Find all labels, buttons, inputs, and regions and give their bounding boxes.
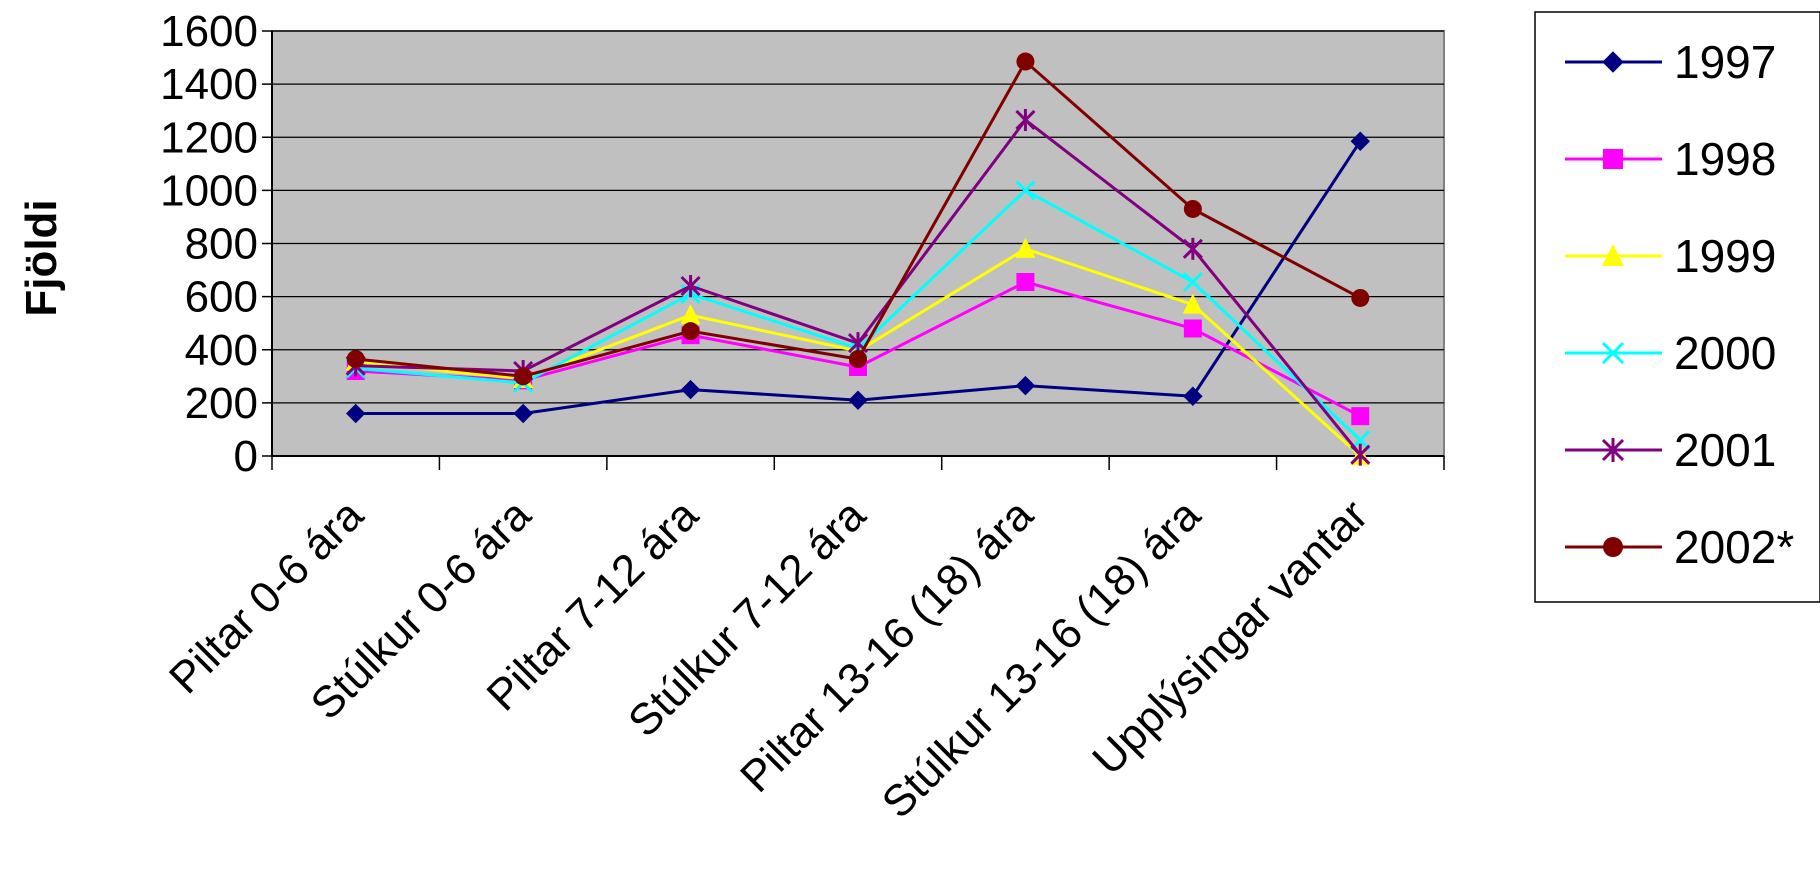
data-point: [1603, 149, 1623, 169]
y-axis-title: Fjöldi: [17, 199, 66, 316]
legend-label: 2000: [1674, 327, 1776, 379]
data-point: [1602, 51, 1624, 73]
data-point: [1350, 131, 1370, 151]
legend-label: 2001: [1674, 424, 1776, 476]
data-point: [346, 350, 365, 369]
data-point: [1015, 237, 1036, 258]
y-tick-label: 1000: [160, 166, 258, 215]
y-tick-label: 1400: [160, 60, 258, 109]
data-point: [1602, 244, 1624, 266]
data-point: [680, 304, 701, 325]
data-point: [1603, 537, 1623, 557]
legend-entry: 2002*: [1565, 521, 1794, 573]
x-category-label: Piltar 13-16 (18) ára: [731, 490, 1043, 802]
data-point: [1182, 271, 1203, 293]
data-point: [1016, 273, 1035, 292]
data-point: [1601, 341, 1625, 365]
series-2002: [346, 52, 1370, 386]
legend-entry: 2001: [1565, 424, 1776, 476]
x-category-label: Upplýsingar vantar: [1083, 490, 1377, 784]
legend-label: 1997: [1674, 36, 1776, 88]
y-tick-label: 0: [234, 432, 258, 481]
y-tick-label: 1200: [160, 113, 258, 162]
legend-entry: 1999: [1565, 230, 1776, 282]
y-tick-label: 800: [185, 220, 258, 269]
y-tick-label: 400: [185, 326, 258, 375]
legend-entry: 2000: [1565, 327, 1776, 379]
data-point: [680, 275, 701, 297]
data-point: [681, 322, 700, 341]
data-point: [1183, 319, 1202, 338]
data-point: [849, 350, 867, 369]
legend-label: 2002*: [1674, 521, 1794, 573]
y-tick-label: 600: [185, 273, 258, 322]
data-point: [1183, 386, 1203, 406]
data-point: [1351, 288, 1370, 307]
y-tick-label: 200: [185, 379, 258, 428]
legend: 1997 1998 1999 2000 2001 2002*: [1534, 11, 1820, 603]
y-tick-label: 1600: [160, 7, 258, 56]
series-group: [345, 52, 1371, 466]
data-point: [513, 403, 533, 424]
x-category-label: Stúlkur 13-16 (18) ára: [873, 490, 1211, 828]
data-point: [848, 390, 868, 410]
data-point: [1350, 443, 1371, 466]
data-point: [346, 403, 366, 424]
data-point: [1182, 293, 1203, 314]
legend-label: 1999: [1674, 230, 1776, 282]
legend-entry: 1998: [1565, 133, 1776, 185]
plot-area: [271, 30, 1445, 457]
legend-box: [1534, 11, 1820, 603]
legend-label: 1998: [1674, 133, 1776, 185]
data-point: [1601, 438, 1625, 462]
data-point: [1015, 108, 1036, 131]
data-point: [1015, 180, 1036, 201]
data-point: [1183, 199, 1202, 218]
data-point: [1182, 237, 1203, 260]
data-point: [514, 367, 533, 386]
data-point: [1016, 52, 1035, 71]
data-point: [680, 379, 701, 400]
data-point: [1351, 407, 1370, 426]
series-1997: [346, 131, 1370, 424]
data-point: [1015, 375, 1036, 396]
legend-entry: 1997: [1565, 36, 1776, 88]
